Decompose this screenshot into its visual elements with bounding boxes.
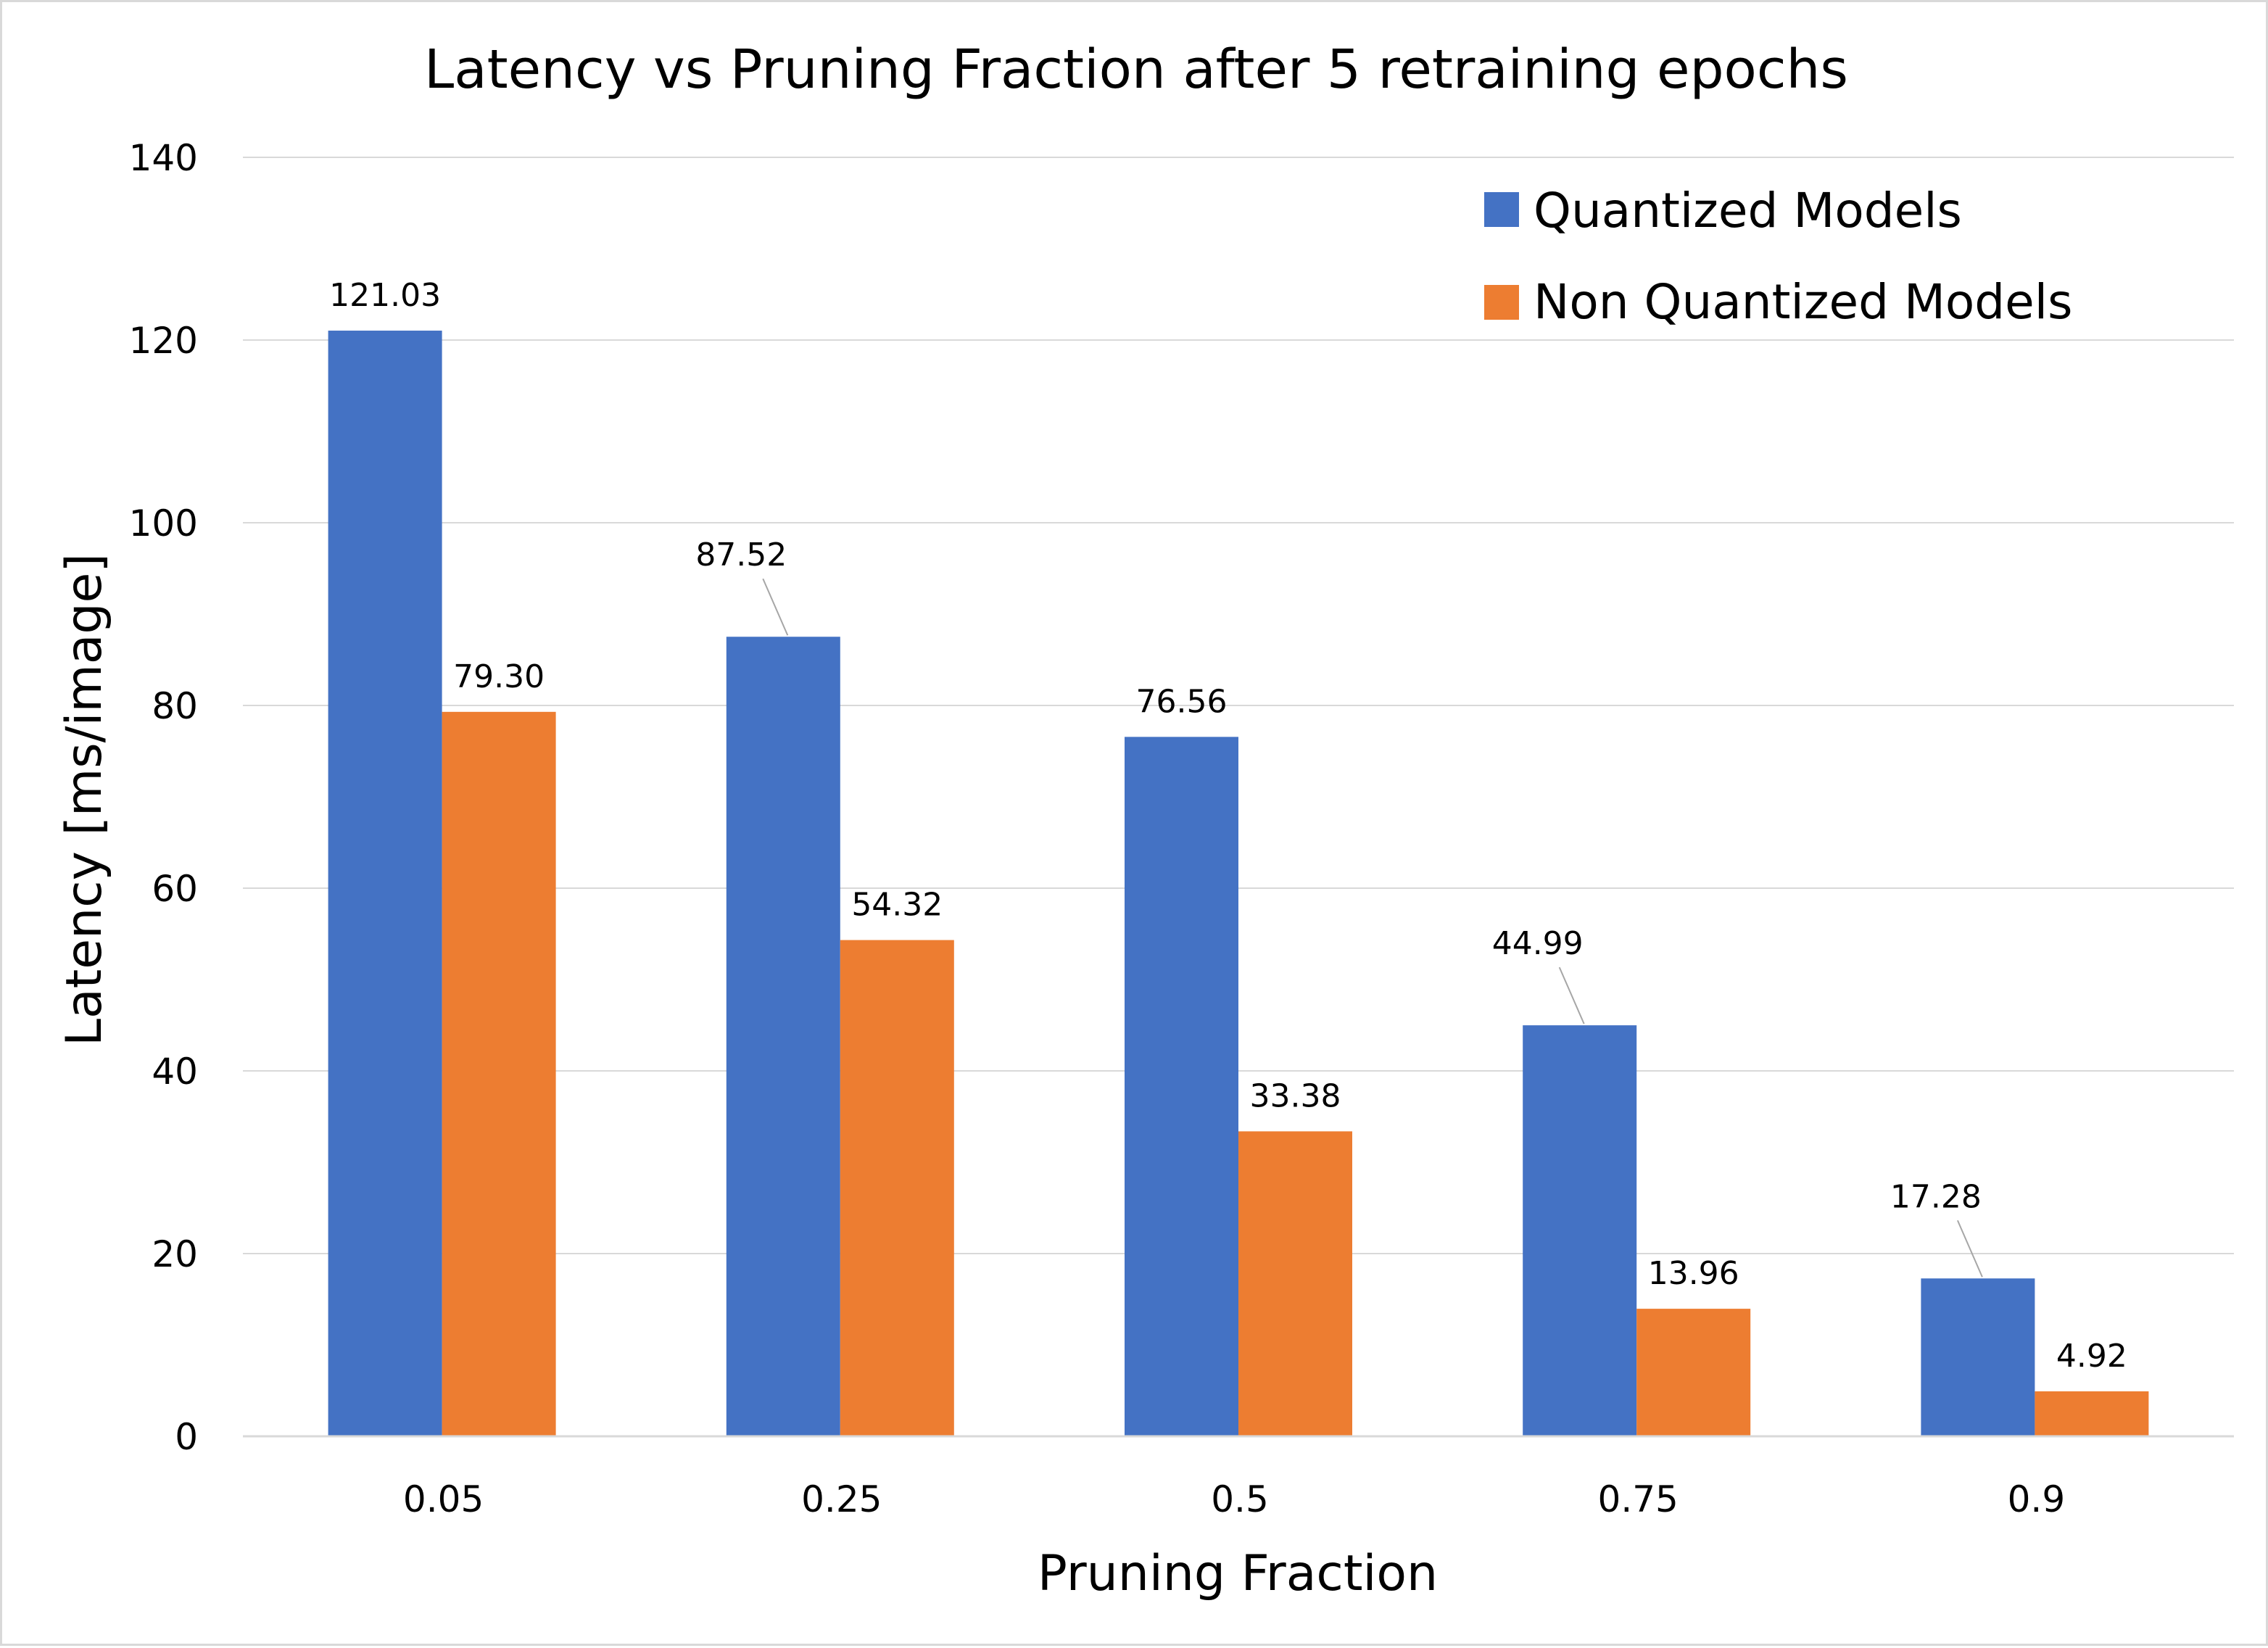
x-tick-label: 0.75: [1598, 1478, 1679, 1520]
bar-quantized: [726, 637, 840, 1436]
x-tick-label: 0.9: [2008, 1478, 2066, 1520]
data-label: 87.52: [695, 537, 787, 574]
x-tick-label: 0.25: [801, 1478, 882, 1520]
x-axis-title: Pruning Fraction: [1038, 1545, 1438, 1602]
legend-label-quantized: Quantized Models: [1534, 183, 1962, 239]
y-tick-label: 140: [129, 137, 198, 179]
legend-swatch-quantized: [1484, 192, 1519, 227]
leader-line: [762, 578, 789, 636]
bar-quantized: [328, 331, 442, 1437]
data-label: 44.99: [1492, 925, 1584, 962]
bar-non-quantized: [1238, 1131, 1352, 1436]
bar-non-quantized: [2035, 1391, 2149, 1436]
data-label: 121.03: [329, 277, 441, 314]
y-tick-label: 80: [152, 685, 198, 727]
chart-title: Latency vs Pruning Fraction after 5 retr…: [424, 38, 1848, 101]
leader-line: [1558, 966, 1585, 1024]
y-tick-label: 100: [129, 502, 198, 544]
y-tick-label: 20: [152, 1233, 198, 1275]
data-label: 17.28: [1890, 1178, 1982, 1215]
axes: 0 20 40 60 80 100 120 140 0.05 0.25 0.5 0.75 0.9: [129, 137, 2234, 1520]
leader-line: [1956, 1220, 1983, 1278]
data-label: 4.92: [2056, 1338, 2127, 1375]
y-tick-label: 40: [152, 1051, 198, 1093]
bar-quantized: [1125, 737, 1238, 1436]
bars: [328, 331, 2149, 1437]
x-tick-label: 0.05: [403, 1478, 484, 1520]
legend: Quantized Models Non Quantized Models: [1484, 183, 2073, 330]
bar-quantized: [1921, 1278, 2035, 1436]
data-labels: 121.03 79.30 87.52 54.32 76.56 33.38 44.99 13.9…: [329, 277, 2127, 1375]
y-tick-label: 0: [175, 1416, 198, 1458]
y-tick-label: 60: [152, 868, 198, 910]
bar-non-quantized: [1636, 1309, 1751, 1436]
y-axis-title: Latency [ms/image]: [56, 553, 113, 1046]
bar-non-quantized: [442, 711, 556, 1436]
legend-swatch-non-quantized: [1484, 285, 1519, 320]
y-tick-label: 120: [129, 320, 198, 362]
bar-quantized: [1523, 1025, 1637, 1436]
data-label: 79.30: [453, 658, 545, 695]
bar-non-quantized: [840, 940, 954, 1436]
data-label: 54.32: [851, 887, 943, 924]
legend-label-non-quantized: Non Quantized Models: [1534, 274, 2073, 330]
data-label: 33.38: [1250, 1077, 1341, 1114]
data-label: 76.56: [1136, 683, 1228, 720]
data-label: 13.96: [1648, 1255, 1739, 1292]
x-tick-label: 0.5: [1211, 1478, 1269, 1520]
